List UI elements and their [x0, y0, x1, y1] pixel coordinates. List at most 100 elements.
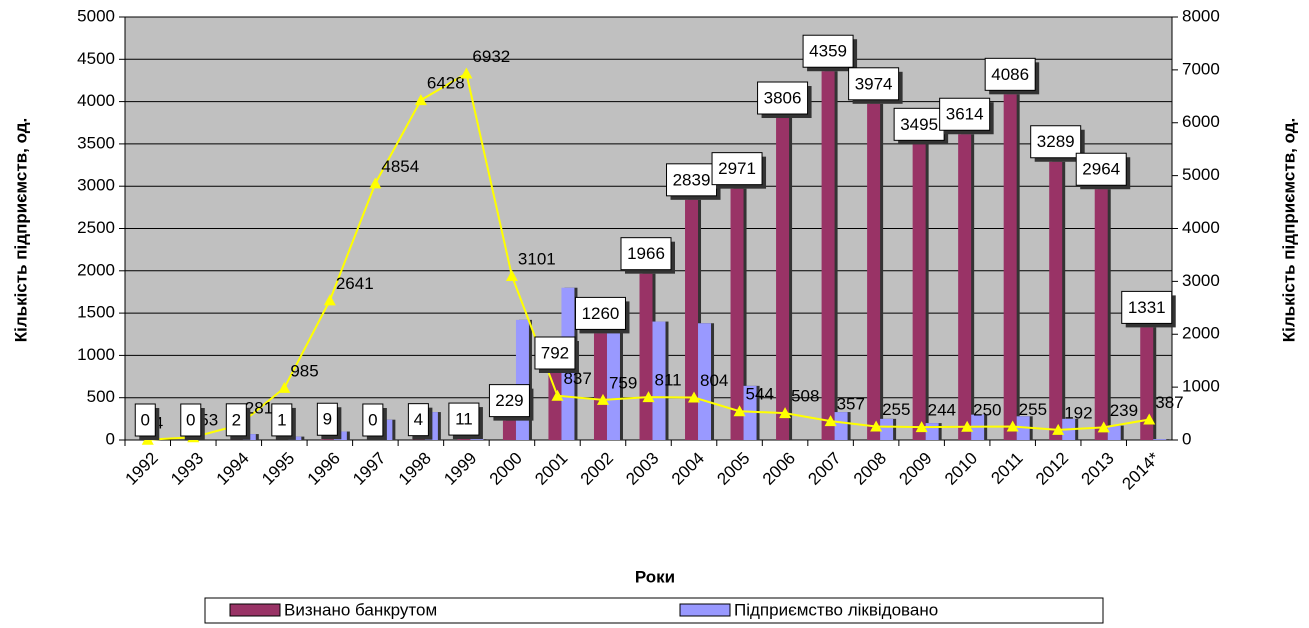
y-tick-label: 500 — [87, 387, 115, 406]
label-box — [848, 67, 900, 101]
label-box — [802, 34, 854, 68]
bar — [912, 144, 926, 440]
bar — [515, 319, 529, 440]
y-tick-label: 3000 — [77, 176, 115, 195]
bar — [548, 372, 562, 440]
label-box — [407, 403, 429, 437]
y-tick-label: 2000 — [77, 260, 115, 279]
bar — [320, 439, 334, 440]
label-box — [448, 402, 480, 436]
bar — [776, 118, 790, 441]
y2-tick-label: 1000 — [1182, 377, 1220, 396]
x-tick-label: 2002 — [577, 449, 617, 489]
bar — [457, 439, 471, 440]
x-tick-label: 2005 — [713, 449, 753, 489]
bar-value-label: 2964 — [1082, 160, 1120, 179]
bar-value-label: 1966 — [627, 244, 665, 263]
bar — [593, 333, 607, 440]
line-value-label: 2641 — [336, 274, 374, 293]
x-tick-label: 2000 — [486, 449, 526, 489]
bar — [834, 412, 848, 440]
bar-value-label: 11 — [455, 410, 473, 429]
line-value-label: 985 — [290, 361, 318, 380]
x-tick-label: 2010 — [941, 449, 981, 489]
line-marker — [915, 421, 928, 433]
line-value-label: 281 — [245, 399, 273, 418]
x-tick-label: 2012 — [1032, 449, 1072, 489]
line-marker — [1143, 413, 1156, 425]
bar — [1094, 189, 1108, 440]
line-value-label: 804 — [700, 371, 728, 390]
x-tick-label: 1999 — [440, 449, 480, 489]
x-tick-label: 2011 — [987, 449, 1026, 488]
label-box — [757, 81, 809, 115]
bar-value-label: 0 — [141, 410, 150, 429]
line-value-label: 387 — [1155, 393, 1183, 412]
line-marker — [369, 177, 382, 189]
bar-value-label: 2 — [232, 410, 241, 429]
line-value-label: 357 — [837, 395, 865, 414]
bar-value-label: 792 — [541, 343, 569, 362]
y-tick-label: 4000 — [77, 91, 115, 110]
bar-value-label: 3495 — [900, 115, 938, 134]
line-value-label: 4854 — [381, 157, 419, 176]
bar — [1049, 161, 1063, 440]
line-value-label: 759 — [609, 373, 637, 392]
bar-value-label: 4086 — [991, 65, 1029, 84]
line-value-label: 508 — [791, 387, 819, 406]
bar — [470, 439, 484, 440]
x-tick-label: 1992 — [122, 449, 162, 489]
y-tick-label: 2500 — [77, 218, 115, 237]
x-tick-label: 1993 — [167, 449, 207, 489]
x-tick-label: 2003 — [622, 449, 662, 489]
y2-tick-label: 5000 — [1182, 165, 1220, 184]
bar — [880, 418, 894, 440]
y2-axis-title: Кількість підприємств, од. — [1279, 118, 1298, 343]
bar-value-label: 4 — [414, 410, 423, 429]
label-box — [620, 237, 672, 271]
bar-value-label: 4359 — [809, 42, 847, 61]
x-tick-label: 2004 — [668, 449, 708, 489]
y2-tick-label: 3000 — [1182, 271, 1220, 290]
bar — [867, 103, 881, 441]
x-tick-label: 1997 — [349, 449, 389, 489]
line-marker — [824, 415, 837, 427]
label-box — [711, 152, 763, 186]
line-marker — [323, 294, 336, 306]
bar — [606, 328, 620, 440]
y-axis-title: Кількість підприємств, од. — [11, 118, 30, 343]
bar — [1107, 425, 1121, 440]
bar — [730, 188, 744, 440]
label-box — [271, 403, 293, 437]
label-box — [574, 296, 626, 330]
x-axis-title: Роки — [635, 567, 675, 586]
y2-tick-label: 2000 — [1182, 324, 1220, 343]
x-tick-label: 2009 — [895, 449, 935, 489]
bar-value-label: 229 — [495, 391, 523, 410]
x-tick-label: 2006 — [759, 449, 799, 489]
x-tick-label: 1995 — [258, 449, 298, 489]
x-tick-label: 1998 — [395, 449, 435, 489]
label-box — [1030, 125, 1082, 159]
bar — [958, 134, 972, 440]
line-marker — [460, 67, 473, 79]
bar-value-label: 2839 — [673, 170, 711, 189]
label-box — [134, 403, 156, 437]
bar-value-label: 1331 — [1128, 298, 1166, 317]
y2-tick-label: 7000 — [1182, 59, 1220, 78]
line-value-label: 244 — [928, 401, 956, 420]
x-tick-label: 1996 — [304, 449, 344, 489]
y-tick-label: 1500 — [77, 303, 115, 322]
y2-tick-label: 4000 — [1182, 218, 1220, 237]
label-box — [180, 403, 202, 437]
line-value-label: 544 — [746, 385, 774, 404]
bar-value-label: 0 — [368, 410, 377, 429]
x-tick-label: 2008 — [850, 449, 890, 489]
legend-swatch — [229, 603, 281, 617]
label-box — [1075, 152, 1127, 186]
line-marker — [870, 420, 883, 432]
line-value-label: 239 — [1110, 401, 1138, 420]
label-box — [534, 336, 576, 370]
bar-value-label: 3974 — [855, 74, 893, 93]
